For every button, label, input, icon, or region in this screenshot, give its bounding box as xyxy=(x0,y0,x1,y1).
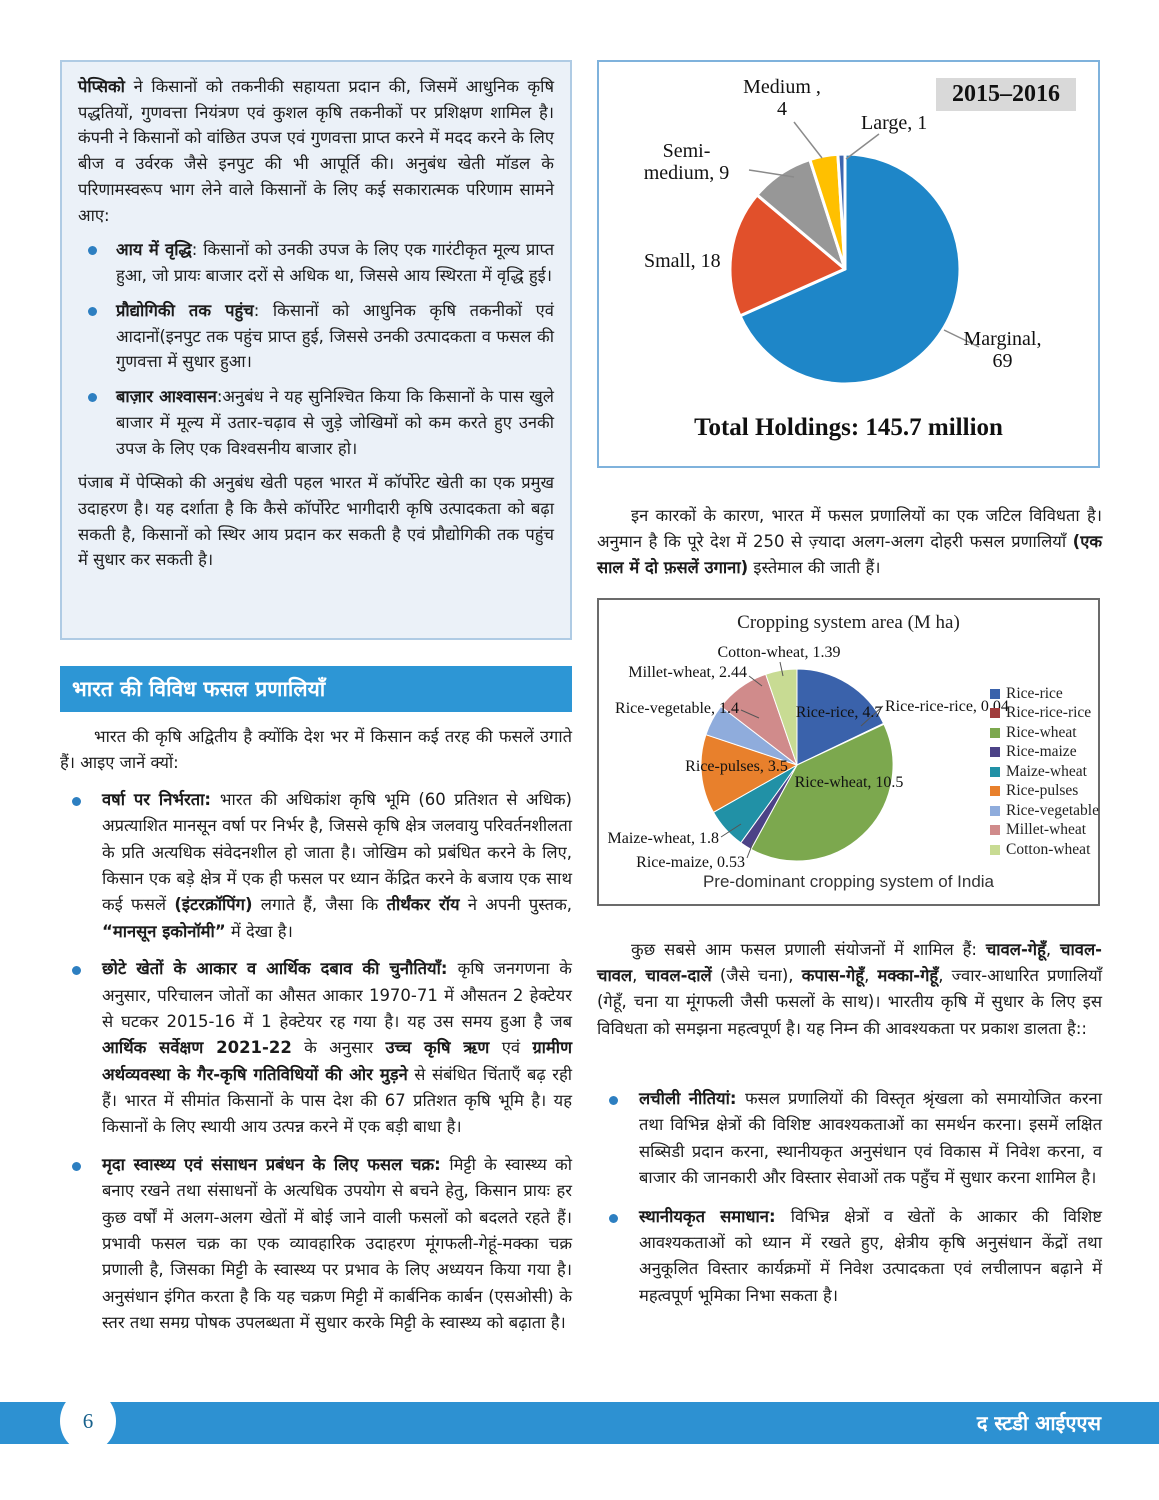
leader-lines xyxy=(748,121,980,348)
bullet-dot-icon xyxy=(609,1096,618,1105)
pie-label-maize-wheat: Maize-wheat, 1.8 xyxy=(607,830,719,847)
bullet-text: स्थानीयकृत समाधान: विभिन्न क्षेत्रों व ख… xyxy=(639,1206,1102,1305)
bullet-text: लचीली नीतियां: फसल प्रणालियों की विस्तृत… xyxy=(639,1089,1102,1188)
bullet-text: आय में वृद्धि: किसानों को उनकी उपज के लि… xyxy=(116,240,555,286)
list-item: स्थानीयकृत समाधान: विभिन्न क्षेत्रों व ख… xyxy=(597,1204,1102,1310)
chart-caption: Pre-dominant cropping system of India xyxy=(702,872,995,891)
pie-slice-small xyxy=(728,193,847,318)
legend-swatch-icon xyxy=(990,844,1000,855)
total-holdings-label: Total Holdings: 145.7 million xyxy=(694,414,1003,441)
bullet-text: बाज़ार आश्वासन:अनुबंध ने यह सुनिश्चित कि… xyxy=(116,387,554,458)
legend-swatch-icon xyxy=(990,688,1000,699)
legend-label: Rice-vegetable xyxy=(1006,801,1099,819)
bullet-dot-icon xyxy=(88,393,97,403)
pie-slice-cotton-wheat xyxy=(765,668,798,766)
legend-label: Rice-rice xyxy=(1006,684,1063,702)
bullet-text: प्रौद्योगिकी तक पहुंच: किसानों को आधुनिक… xyxy=(116,300,554,372)
legend-label: Rice-wheat xyxy=(1006,723,1077,741)
bullet-dot-icon xyxy=(72,1161,81,1171)
legend-swatch-icon xyxy=(990,727,1000,738)
right-column-bullets: लचीली नीतियां: फसल प्रणालियों की विस्तृत… xyxy=(597,1086,1102,1321)
list-item: बाज़ार आश्वासन:अनुबंध ने यह सुनिश्चित कि… xyxy=(78,384,554,461)
legend-item: Rice-vegetable xyxy=(990,801,1099,821)
footer-bar xyxy=(0,1402,1159,1444)
list-item: आय में वृद्धि: किसानों को उनकी उपज के लि… xyxy=(78,237,554,288)
bullet-dot-icon xyxy=(88,306,97,316)
list-item: प्रौद्योगिकी तक पहुंच: किसानों को आधुनिक… xyxy=(78,298,554,375)
info-outro-paragraph: पंजाब में पेप्सिको की अनुबंध खेती पहल भा… xyxy=(78,473,554,570)
left-column: भारत की कृषि अद्वितीय है क्योंकि देश भर … xyxy=(60,724,572,1348)
leader-lines xyxy=(720,661,884,859)
legend-swatch-icon xyxy=(990,747,1000,758)
chart-title: Cropping system area (M ha) xyxy=(737,612,960,633)
legend-label: Rice-pulses xyxy=(1006,782,1079,800)
legend-swatch-icon xyxy=(990,766,1000,777)
pie-slice-rice-wheat xyxy=(750,723,894,862)
right-paragraph-1: इन कारकों के कारण, भारत में फसल प्रणालिय… xyxy=(597,505,1102,578)
list-item: मृदा स्वास्थ्य एवं संसाधन प्रबंधन के लिए… xyxy=(60,1152,572,1337)
bullet-text: छोटे खेतों के आकार व आर्थिक दबाव की चुनौ… xyxy=(102,959,572,1137)
legend-swatch-icon xyxy=(990,708,1000,719)
pie-slice-large xyxy=(836,152,847,271)
legend-label: Rice-rice-rice xyxy=(1006,704,1092,722)
footer-brand: द स्टडी आईएएस xyxy=(976,1411,1101,1435)
pie-label-rice-pulses: Rice-pulses, 3.5 xyxy=(685,758,788,775)
pie-label-cotton-wheat: Cotton-wheat, 1.39 xyxy=(717,644,841,661)
year-badge: 2015–2016 xyxy=(936,78,1076,111)
pie-slice-rice-pulses xyxy=(700,734,798,813)
chart-legend: Rice-rice Rice-rice-rice Rice-wheat Rice-ma… xyxy=(990,684,1099,860)
pie-label-semi-medium: Semi-medium, 9 xyxy=(643,140,730,184)
bullet-dot-icon xyxy=(72,966,81,976)
right-paragraph-2: कुछ सबसे आम फसल प्रणाली संयोजनों में शाम… xyxy=(597,939,1102,1038)
page-number-badge: 6 xyxy=(60,1390,116,1452)
bullet-dot-icon xyxy=(609,1213,618,1223)
legend-item: Cotton-wheat xyxy=(990,840,1099,860)
pie-label-rice-maize: Rice-maize, 0.53 xyxy=(636,854,745,871)
pepsico-info-box: पेप्सिको ने किसानों को तकनीकी सहायता प्र… xyxy=(60,60,572,640)
legend-label: Cotton-wheat xyxy=(1006,840,1091,858)
cropping-pie-chart: Cropping system area (M ha) Cotton-wheat… xyxy=(597,598,1100,906)
section-header: भारत की विविध फसल प्रणालियाँ xyxy=(60,666,572,712)
holdings-pie-chart: 2015–2016 Medium ,4 Large, 1 Semi-medium… xyxy=(597,60,1100,468)
pie-label-large: Large, 1 xyxy=(861,112,928,134)
list-item: छोटे खेतों के आकार व आर्थिक दबाव की चुनौ… xyxy=(60,956,572,1141)
legend-item: Rice-rice xyxy=(990,684,1099,704)
pie-label-rice-wheat: Rice-wheat, 10.5 xyxy=(794,774,904,791)
legend-item: Rice-maize xyxy=(990,743,1099,763)
cropping-pie-svg xyxy=(700,661,894,862)
right-bullet-list: लचीली नीतियां: फसल प्रणालियों की विस्तृत… xyxy=(597,1086,1102,1309)
pie-label-rice-vegetable: Rice-vegetable, 1.4 xyxy=(615,700,739,717)
legend-item: Maize-wheat xyxy=(990,762,1099,782)
pie-slice-rice-rice xyxy=(796,668,885,766)
list-item: लचीली नीतियां: फसल प्रणालियों की विस्तृत… xyxy=(597,1086,1102,1192)
left-intro-paragraph: भारत की कृषि अद्वितीय है क्योंकि देश भर … xyxy=(60,727,572,773)
list-item: वर्षा पर निर्भरता: भारत की अधिकांश कृषि … xyxy=(60,787,572,945)
legend-swatch-icon xyxy=(990,805,1000,816)
bullet-dot-icon xyxy=(88,246,97,256)
info-bullet-list: आय में वृद्धि: किसानों को उनकी उपज के लि… xyxy=(78,237,554,461)
legend-swatch-icon xyxy=(990,825,1000,836)
pie-label-small: Small, 18 xyxy=(644,250,721,272)
bullet-text: वर्षा पर निर्भरता: भारत की अधिकांश कृषि … xyxy=(102,789,573,941)
pie-label-rice-rice: Rice-rice, 4.7 xyxy=(795,704,883,721)
pie-label-medium: Medium ,4 xyxy=(743,76,821,120)
legend-swatch-icon xyxy=(990,786,1000,797)
legend-item: Rice-rice-rice xyxy=(990,704,1099,724)
legend-item: Millet-wheat xyxy=(990,821,1099,841)
info-intro-paragraph: पेप्सिको ने किसानों को तकनीकी सहायता प्र… xyxy=(78,77,554,225)
bullet-dot-icon xyxy=(72,796,81,806)
pie-label-rice-rice-rice: Rice-rice-rice, 0.04 xyxy=(885,698,1009,715)
holdings-pie-svg xyxy=(728,121,980,386)
pie-label-marginal: Marginal, 69 xyxy=(963,328,1042,372)
legend-label: Rice-maize xyxy=(1006,743,1077,761)
legend-label: Maize-wheat xyxy=(1006,762,1087,780)
pie-slice-marginal xyxy=(738,152,962,386)
legend-item: Rice-wheat xyxy=(990,723,1099,743)
pie-label-millet-wheat: Millet-wheat, 2.44 xyxy=(628,664,747,681)
legend-item: Rice-pulses xyxy=(990,782,1099,802)
left-bullet-list: वर्षा पर निर्भरता: भारत की अधिकांश कृषि … xyxy=(60,787,572,1337)
legend-label: Millet-wheat xyxy=(1006,821,1087,839)
bullet-text: मृदा स्वास्थ्य एवं संसाधन प्रबंधन के लिए… xyxy=(102,1154,572,1333)
